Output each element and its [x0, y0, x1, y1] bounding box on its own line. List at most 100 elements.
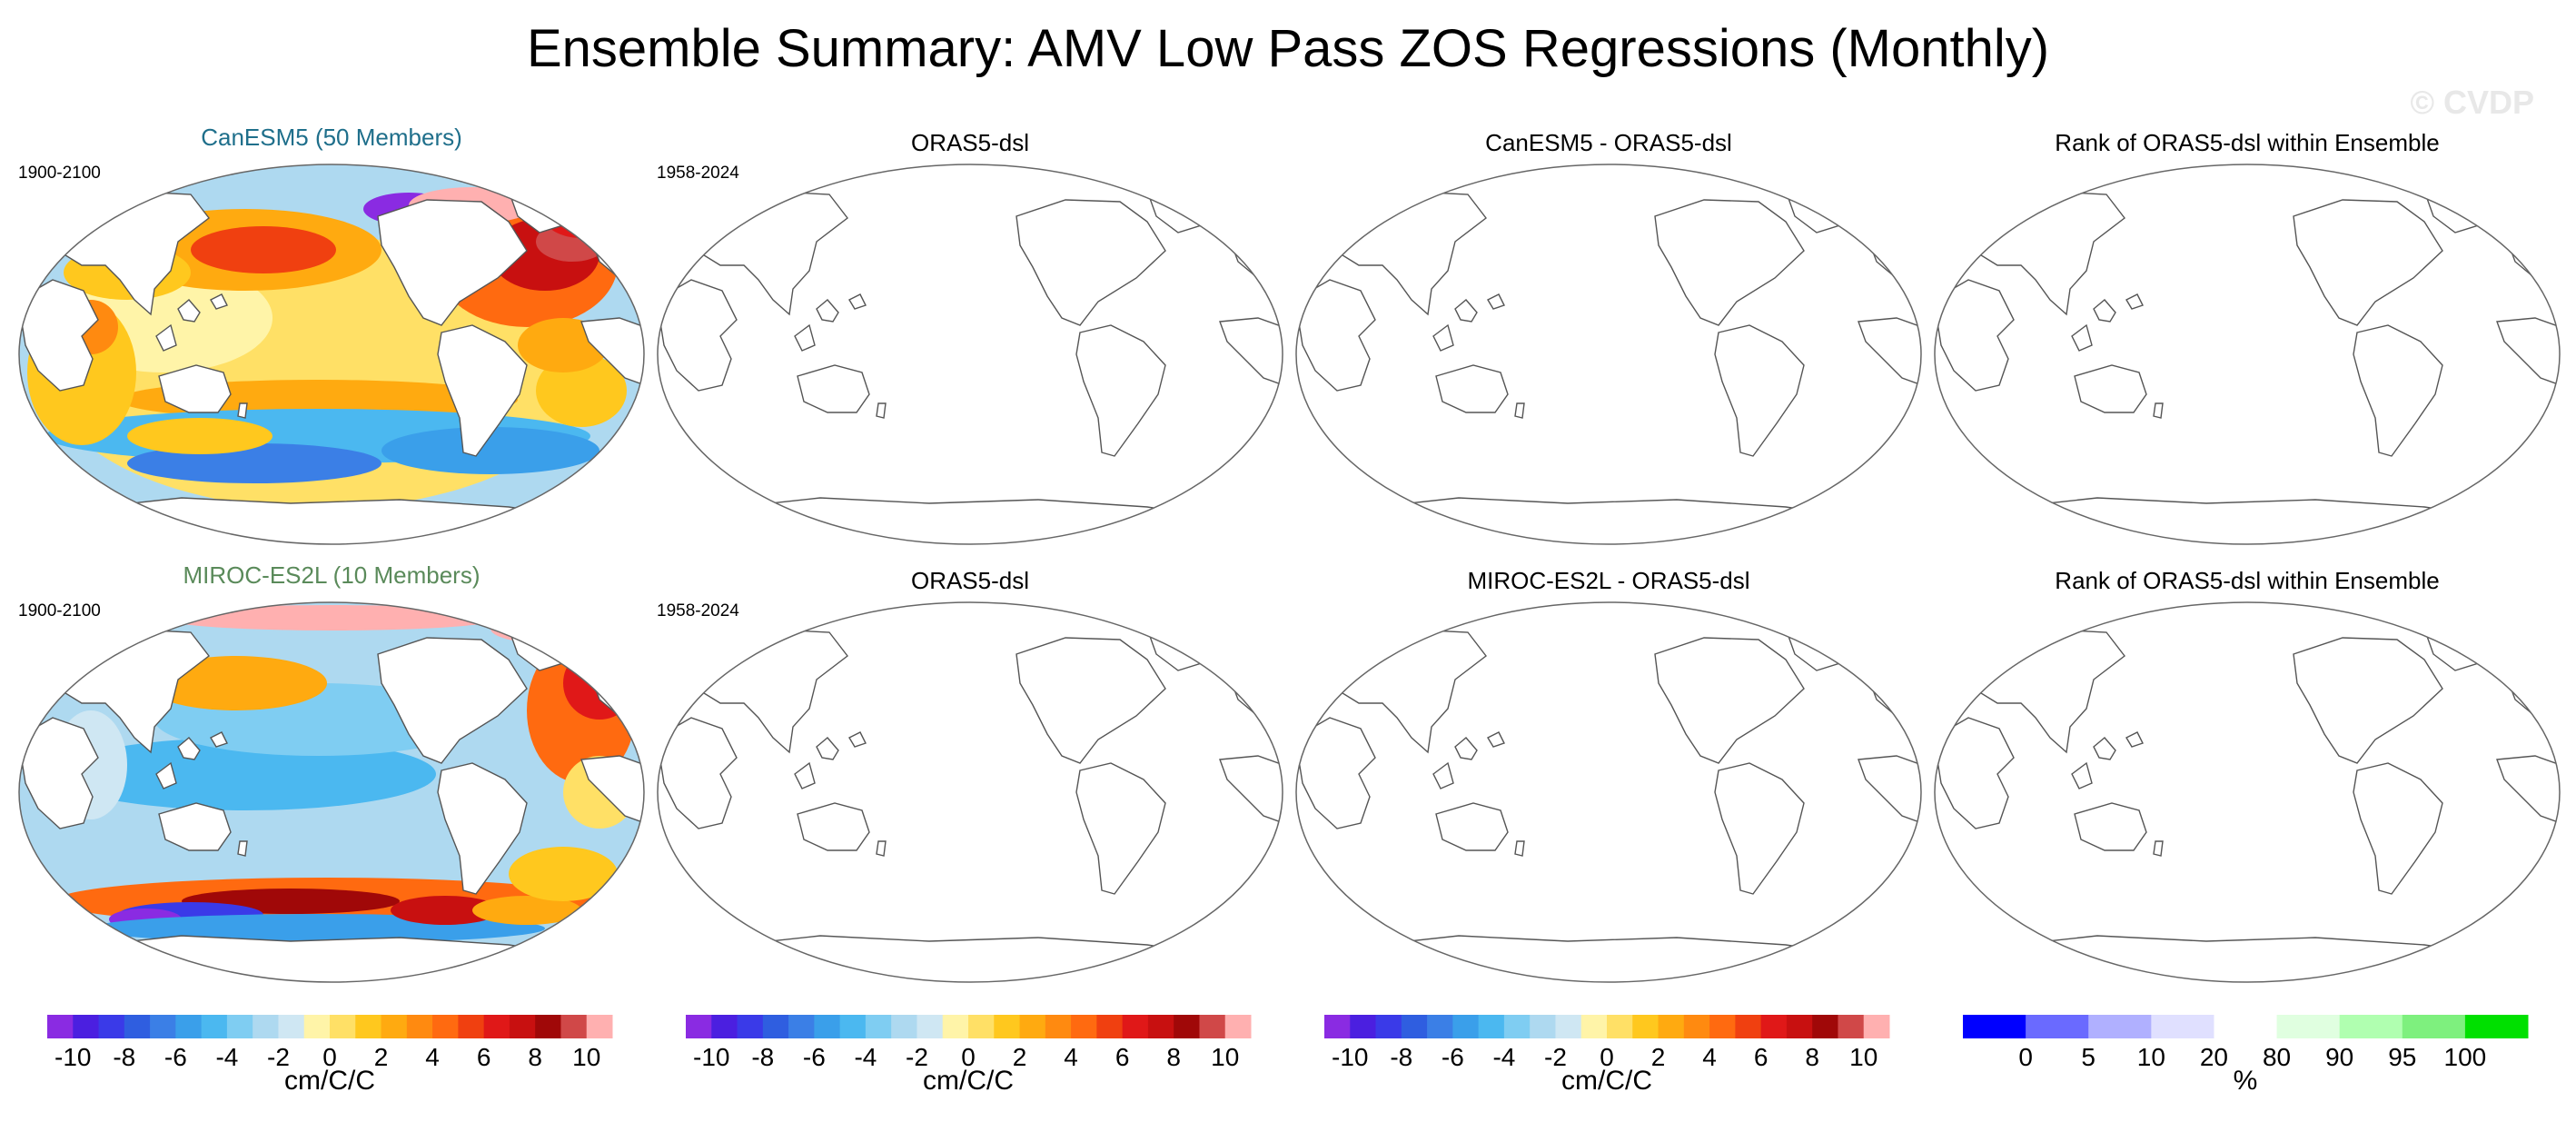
colorbar-swatch — [509, 1015, 536, 1038]
coastline — [1219, 317, 1283, 386]
colorbar-swatch — [47, 1015, 74, 1038]
colorbar-unit: cm/C/C — [284, 1066, 375, 1096]
coastline — [676, 190, 848, 316]
coastline — [794, 323, 816, 352]
coastline — [876, 402, 887, 419]
coastline — [2423, 177, 2500, 233]
colorbar-swatch — [175, 1015, 203, 1038]
coastline — [19, 717, 99, 829]
colorbar-tick-label: -4 — [215, 1043, 238, 1071]
colorbar-swatch — [303, 1015, 331, 1038]
colorbar-unit: cm/C/C — [1561, 1066, 1652, 1096]
panel-title: CanESM5 - ORAS5-dsl — [1485, 129, 1732, 156]
coastline — [1296, 279, 1376, 392]
coastline — [718, 497, 1223, 544]
colorbar-swatch — [355, 1015, 382, 1038]
coastline — [2293, 637, 2443, 764]
coastline — [1435, 364, 1509, 413]
colorbar-swatch — [2339, 1015, 2403, 1038]
colorbar-swatch — [1452, 1015, 1480, 1038]
colorbar-tick-label: -2 — [1544, 1043, 1567, 1071]
coastline — [658, 279, 738, 392]
coastline — [816, 299, 839, 323]
coastline — [1865, 664, 1921, 740]
colorbar-unit: cm/C/C — [923, 1066, 1014, 1096]
period-label: 1900-2100 — [18, 164, 101, 183]
colorbar-tick-label: 2 — [1651, 1043, 1666, 1071]
colorbar-swatch — [1632, 1015, 1660, 1038]
colorbar-swatch — [994, 1015, 1021, 1038]
colorbar-swatch — [1478, 1015, 1505, 1038]
period-label: 1900-2100 — [18, 601, 101, 621]
coastline — [876, 840, 887, 857]
coastline — [2423, 615, 2500, 671]
colorbar-swatch — [1071, 1015, 1097, 1038]
colorbar-swatch — [330, 1015, 356, 1038]
coastline — [2353, 762, 2443, 895]
coastline — [1454, 299, 1478, 323]
coastline — [1314, 628, 1487, 754]
colorbar-swatch — [814, 1015, 841, 1038]
colorbar-tick-label: 90 — [2325, 1043, 2353, 1071]
coastline — [1219, 755, 1283, 824]
colorbar-swatch — [1096, 1015, 1124, 1038]
colorbar-tick-label: 8 — [1805, 1043, 1819, 1071]
coastline — [2125, 293, 2144, 310]
coastline — [1432, 761, 1454, 789]
field-region — [509, 847, 618, 901]
coastline — [1357, 935, 1861, 982]
coastline — [718, 935, 1223, 982]
coastline — [377, 637, 528, 764]
coastline — [2071, 761, 2093, 789]
map-boundary — [1934, 601, 2561, 983]
colorbar-swatch — [1224, 1015, 1252, 1038]
coastline — [158, 364, 232, 413]
coastline — [2293, 199, 2443, 326]
coastline — [580, 755, 644, 824]
coastline — [19, 279, 99, 392]
empty-map — [1295, 601, 1922, 983]
colorbar-tick-label: -6 — [164, 1043, 187, 1071]
colorbar: -10 -8 -6 -4 -2 0 2 4 6 8 10 — [1324, 1015, 1890, 1071]
colorbar-tick-label: 4 — [425, 1043, 440, 1071]
colorbar-swatch — [278, 1015, 305, 1038]
colorbar-swatch — [124, 1015, 151, 1038]
coastline — [1075, 762, 1166, 895]
coastline — [1357, 497, 1861, 544]
colorbar-swatch — [2151, 1015, 2214, 1038]
coastline — [1454, 737, 1478, 760]
colorbar-swatch — [1709, 1015, 1736, 1038]
coastline — [848, 293, 867, 310]
empty-map — [1934, 601, 2561, 983]
coastline — [1935, 279, 2015, 392]
colorbar: -10 -8 -6 -4 -2 0 2 4 6 8 10 — [686, 1015, 1252, 1071]
field-region — [536, 354, 627, 427]
colorbar-swatch — [73, 1015, 100, 1038]
filled-map — [18, 164, 645, 545]
colorbar: 0 5 10 20 80 90 95 100 — [1963, 1015, 2529, 1071]
coastline — [237, 840, 248, 857]
panel-title: MIROC-ES2L (10 Members) — [183, 561, 481, 589]
colorbar-swatch — [1324, 1015, 1351, 1038]
colorbar-swatch — [432, 1015, 459, 1038]
coastline — [2074, 364, 2147, 413]
colorbar-tick-label: 80 — [2263, 1043, 2291, 1071]
colorbar-tick-label: 6 — [1754, 1043, 1769, 1071]
colorbar-tick-label: 0 — [1600, 1043, 1614, 1071]
period-label: 1958-2024 — [657, 601, 739, 621]
colorbar-swatch — [150, 1015, 176, 1038]
colorbar-tick-label: 0 — [2018, 1043, 2033, 1071]
colorbar-swatch — [942, 1015, 969, 1038]
field-region — [490, 614, 599, 643]
empty-map — [1295, 164, 1922, 545]
colorbar-swatch — [1607, 1015, 1633, 1038]
colorbar-swatch — [686, 1015, 712, 1038]
colorbar-swatch — [560, 1015, 588, 1038]
colorbar-swatch — [98, 1015, 125, 1038]
colorbar-swatch — [1174, 1015, 1200, 1038]
empty-map — [1934, 164, 2561, 545]
map-boundary — [657, 164, 1283, 545]
colorbar-tick-label: 6 — [1115, 1043, 1130, 1071]
field-region — [54, 738, 436, 810]
colorbar-tick-label: 5 — [2081, 1043, 2095, 1071]
